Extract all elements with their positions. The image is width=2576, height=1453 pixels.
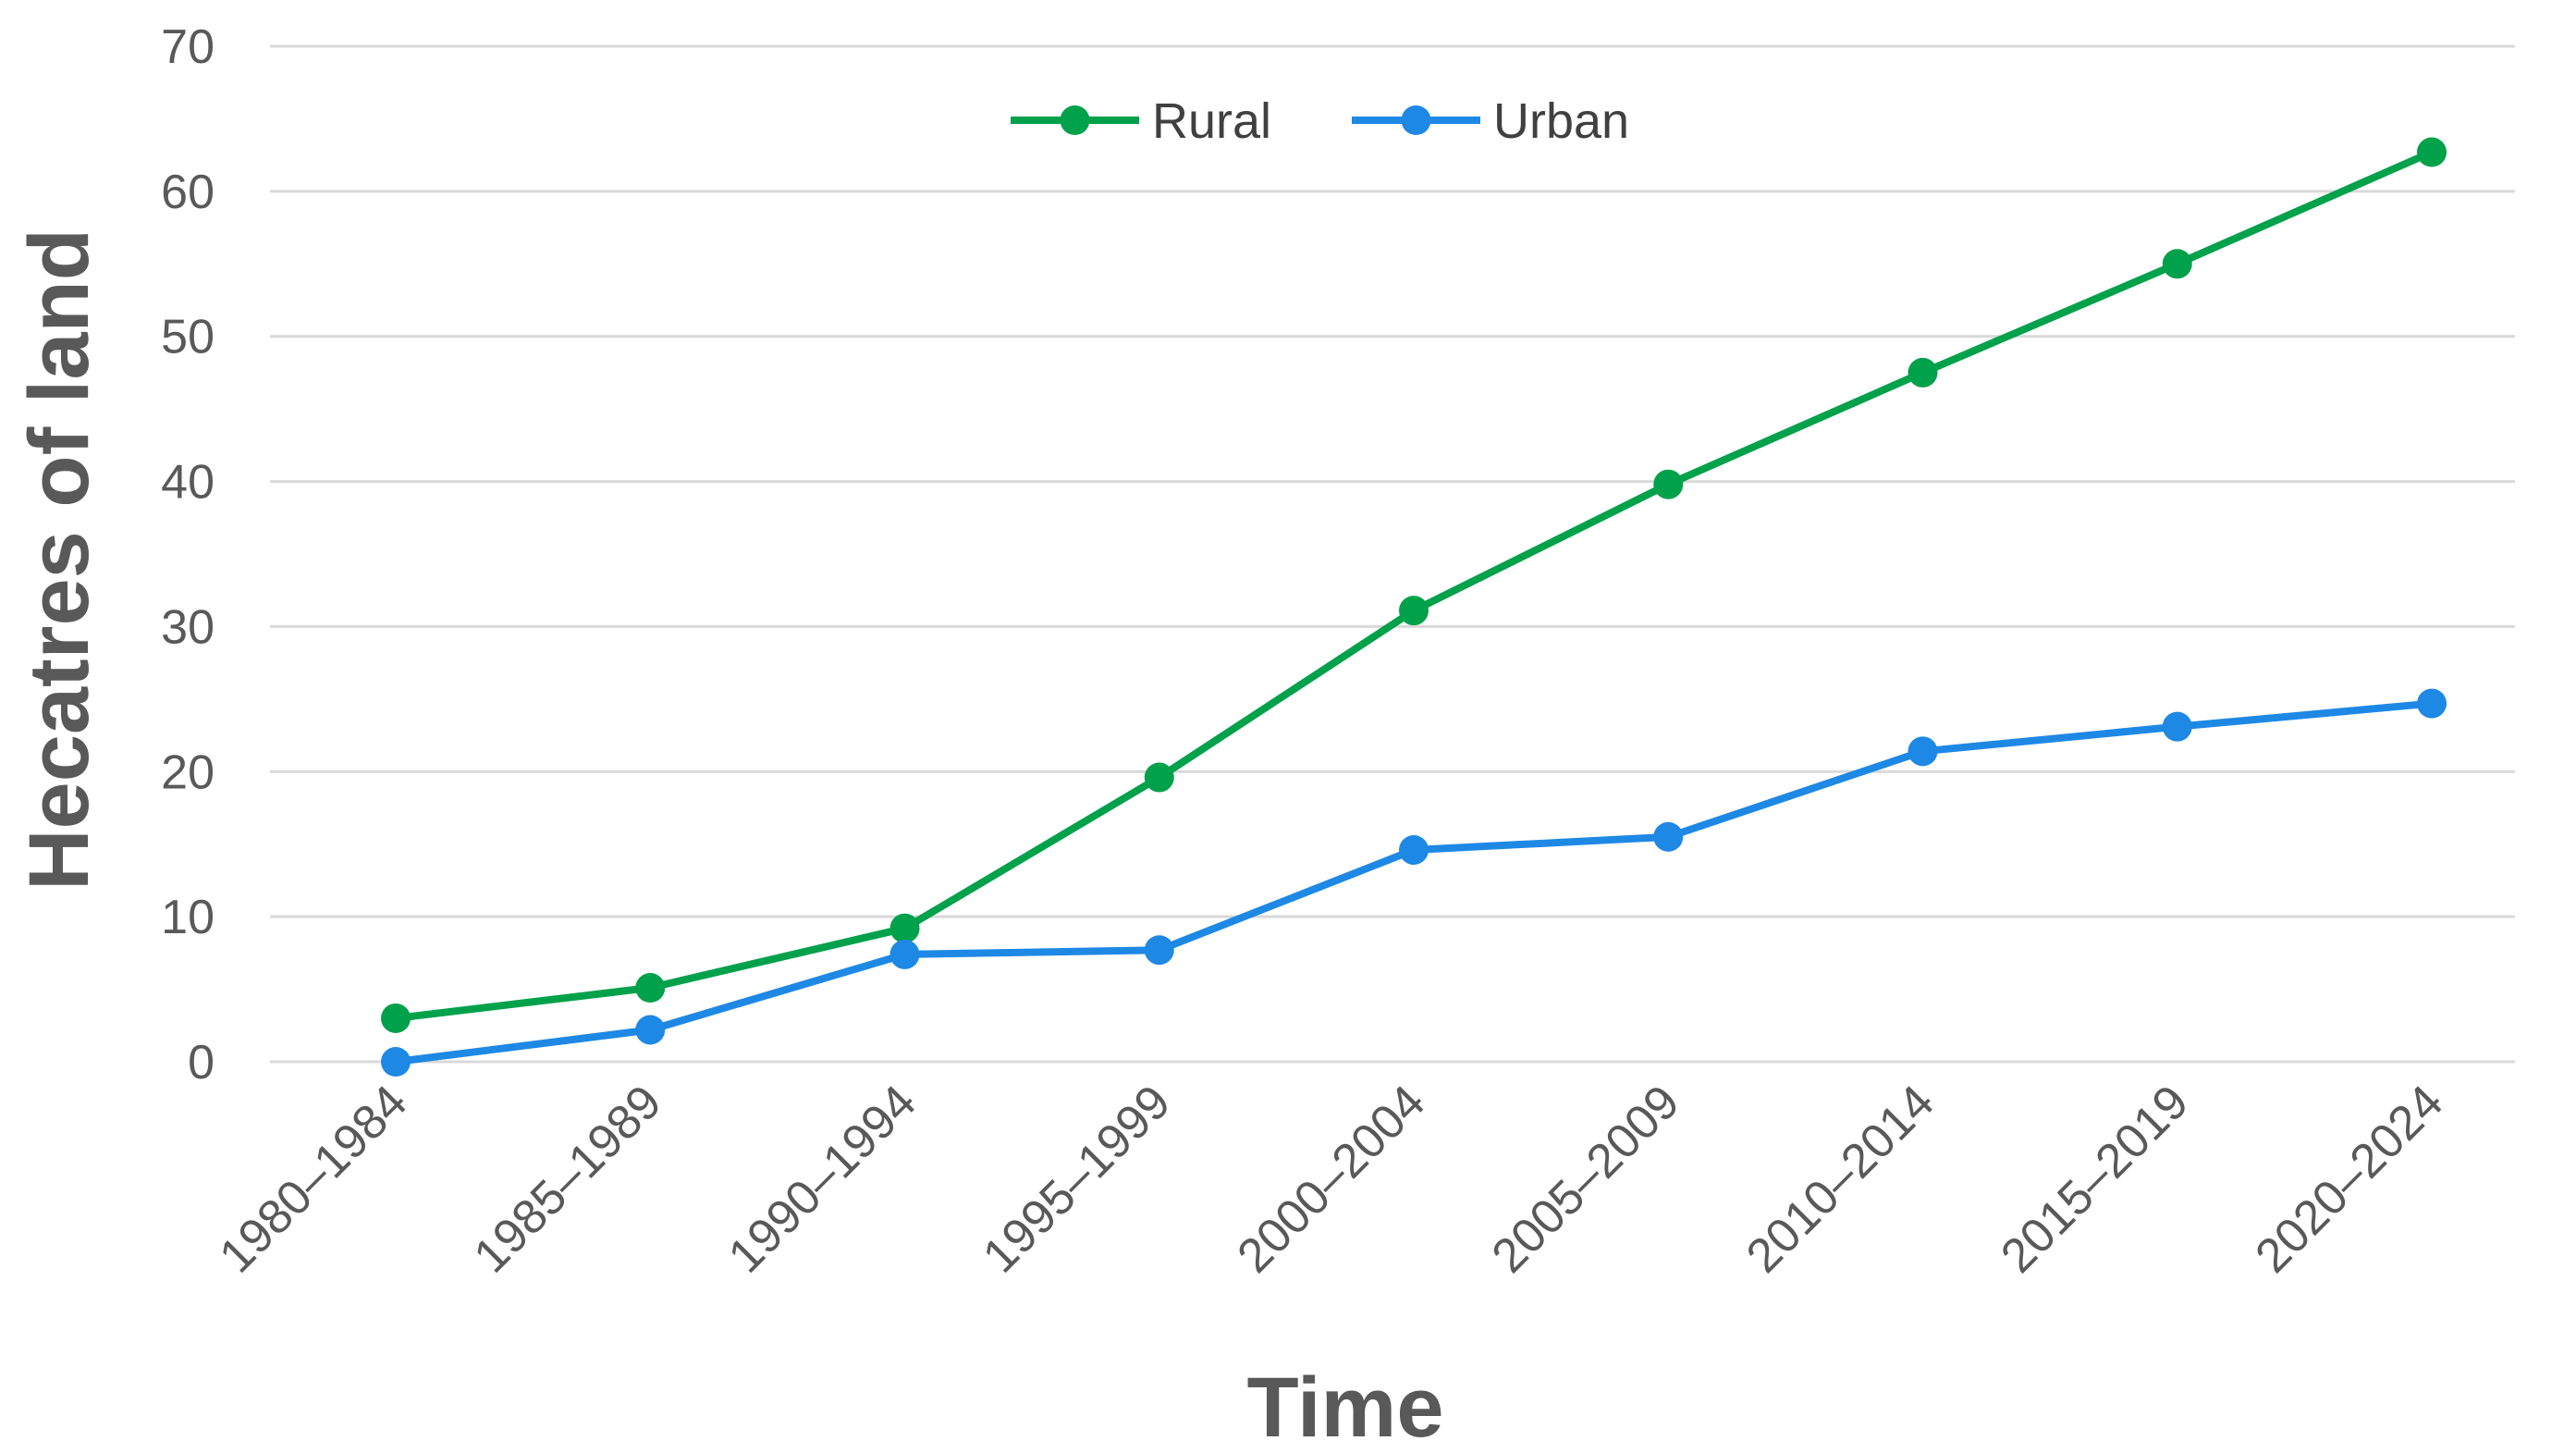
gridlines <box>270 44 2515 1064</box>
data-point-urban <box>1399 834 1429 865</box>
x-tick-label: 2015–2019 <box>1991 1075 2199 1283</box>
data-point-urban <box>2417 688 2447 719</box>
data-point-rural <box>1399 596 1429 626</box>
y-tick-label: 10 <box>161 891 215 944</box>
data-point-urban <box>381 1047 411 1077</box>
series-urban <box>381 688 2447 1077</box>
legend-label: Urban <box>1493 93 1629 149</box>
data-point-rural <box>889 913 920 943</box>
x-axis-ticks: 1980–1984 1985–1989 1990–1994 1995–1999 2000… <box>209 1075 2453 1283</box>
x-tick-label: 1985–1989 <box>464 1075 672 1283</box>
data-point-rural <box>1653 469 1684 499</box>
data-point-urban <box>1653 821 1684 852</box>
x-tick-label: 2005–2009 <box>1482 1075 1690 1283</box>
data-point-rural <box>2162 249 2192 279</box>
legend-swatch-marker <box>1060 105 1090 135</box>
x-tick-label: 2010–2014 <box>1736 1075 1944 1283</box>
legend-item-urban: Urban <box>1352 93 1629 149</box>
x-axis-title: Time <box>1246 1361 1443 1453</box>
data-point-urban <box>2162 711 2192 742</box>
y-axis-ticks: 0 10 20 30 40 50 60 70 <box>161 20 215 1090</box>
series-lines <box>381 137 2447 1077</box>
x-tick-label: 2000–2004 <box>1227 1075 1435 1283</box>
data-point-urban <box>1907 736 1938 767</box>
y-tick-label: 50 <box>161 311 215 364</box>
series-line-rural <box>392 148 2435 1022</box>
data-point-rural <box>2417 137 2447 167</box>
legend: Rural Urban <box>1011 93 1629 149</box>
y-tick-label: 30 <box>161 600 215 654</box>
legend-swatch-marker <box>1401 105 1431 135</box>
data-point-rural <box>1907 357 1938 388</box>
x-tick-label: 2020–2024 <box>2245 1075 2453 1283</box>
legend-label: Rural <box>1152 93 1271 149</box>
y-tick-label: 20 <box>161 745 215 799</box>
data-point-urban <box>635 1015 666 1045</box>
data-point-rural <box>1144 762 1174 793</box>
y-axis-title: Hecatres of land <box>12 228 106 891</box>
data-point-rural <box>381 1003 411 1033</box>
series-line-urban <box>392 699 2435 1065</box>
x-tick-label: 1980–1984 <box>209 1075 417 1283</box>
data-point-urban <box>889 939 920 969</box>
x-tick-label: 1990–1994 <box>718 1075 926 1283</box>
legend-item-rural: Rural <box>1011 93 1271 149</box>
y-tick-label: 60 <box>161 166 215 219</box>
y-tick-label: 0 <box>188 1036 215 1090</box>
data-point-rural <box>635 973 666 1004</box>
y-tick-label: 70 <box>161 20 215 74</box>
data-point-urban <box>1144 935 1174 966</box>
x-tick-label: 1995–1999 <box>973 1075 1181 1283</box>
y-tick-label: 40 <box>161 456 215 510</box>
series-rural <box>381 137 2447 1033</box>
